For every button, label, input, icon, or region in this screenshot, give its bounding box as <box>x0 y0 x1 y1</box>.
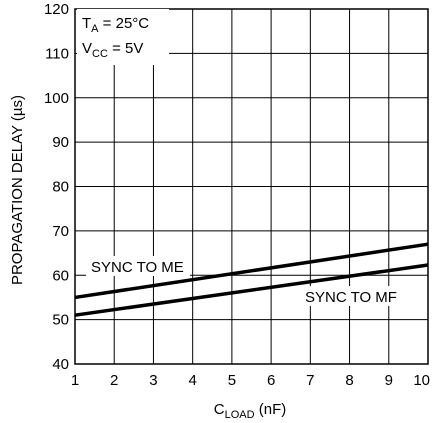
vcc-annotation: VCC = 5V <box>82 40 143 60</box>
x-tick-label-8: 8 <box>345 372 353 389</box>
y-tick-label-120: 120 <box>44 1 69 18</box>
series-line-0 <box>74 242 429 300</box>
x-tick-label-1: 1 <box>71 372 79 389</box>
y-tick-label-50: 50 <box>52 312 69 329</box>
x-tick-label-5: 5 <box>228 372 236 389</box>
series-layer <box>74 242 429 317</box>
x-tick-label-3: 3 <box>149 372 157 389</box>
series-line-1 <box>74 263 429 317</box>
y-tick-label-110: 110 <box>45 45 69 62</box>
y-tick-label-40: 40 <box>52 356 69 373</box>
y-tick-label-100: 100 <box>44 90 69 107</box>
y-tick-label-70: 70 <box>52 223 69 240</box>
y-tick-label-60: 60 <box>52 267 69 284</box>
x-axis-title: CLOAD (nF) <box>214 401 286 421</box>
series-label-sync-to-me: SYNC TO ME <box>91 259 184 276</box>
x-tick-label-10: 10 <box>413 372 430 389</box>
sync-mf-label-bg <box>298 286 408 306</box>
conditions-box-bg <box>77 9 169 65</box>
series-label-sync-to-mf: SYNC TO MF <box>305 289 397 306</box>
y-tick-labels: 40 50 60 70 80 90 100 110 120 <box>44 1 69 373</box>
x-tick-labels: 1 2 3 4 5 6 7 8 9 10 <box>71 372 430 389</box>
x-tick-label-4: 4 <box>188 372 196 389</box>
x-tick-label-7: 7 <box>306 372 314 389</box>
plot-frame <box>74 8 429 365</box>
y-tick-label-90: 90 <box>52 134 69 151</box>
y-tick-label-80: 80 <box>52 179 69 196</box>
ta-annotation: TA = 25°C <box>82 15 149 35</box>
y-axis-title: PROPAGATION DELAY (µs) <box>9 95 26 285</box>
sync-me-label-bg <box>86 256 190 276</box>
x-tick-label-9: 9 <box>385 372 393 389</box>
x-tick-label-6: 6 <box>267 372 275 389</box>
x-tick-label-2: 2 <box>110 372 118 389</box>
